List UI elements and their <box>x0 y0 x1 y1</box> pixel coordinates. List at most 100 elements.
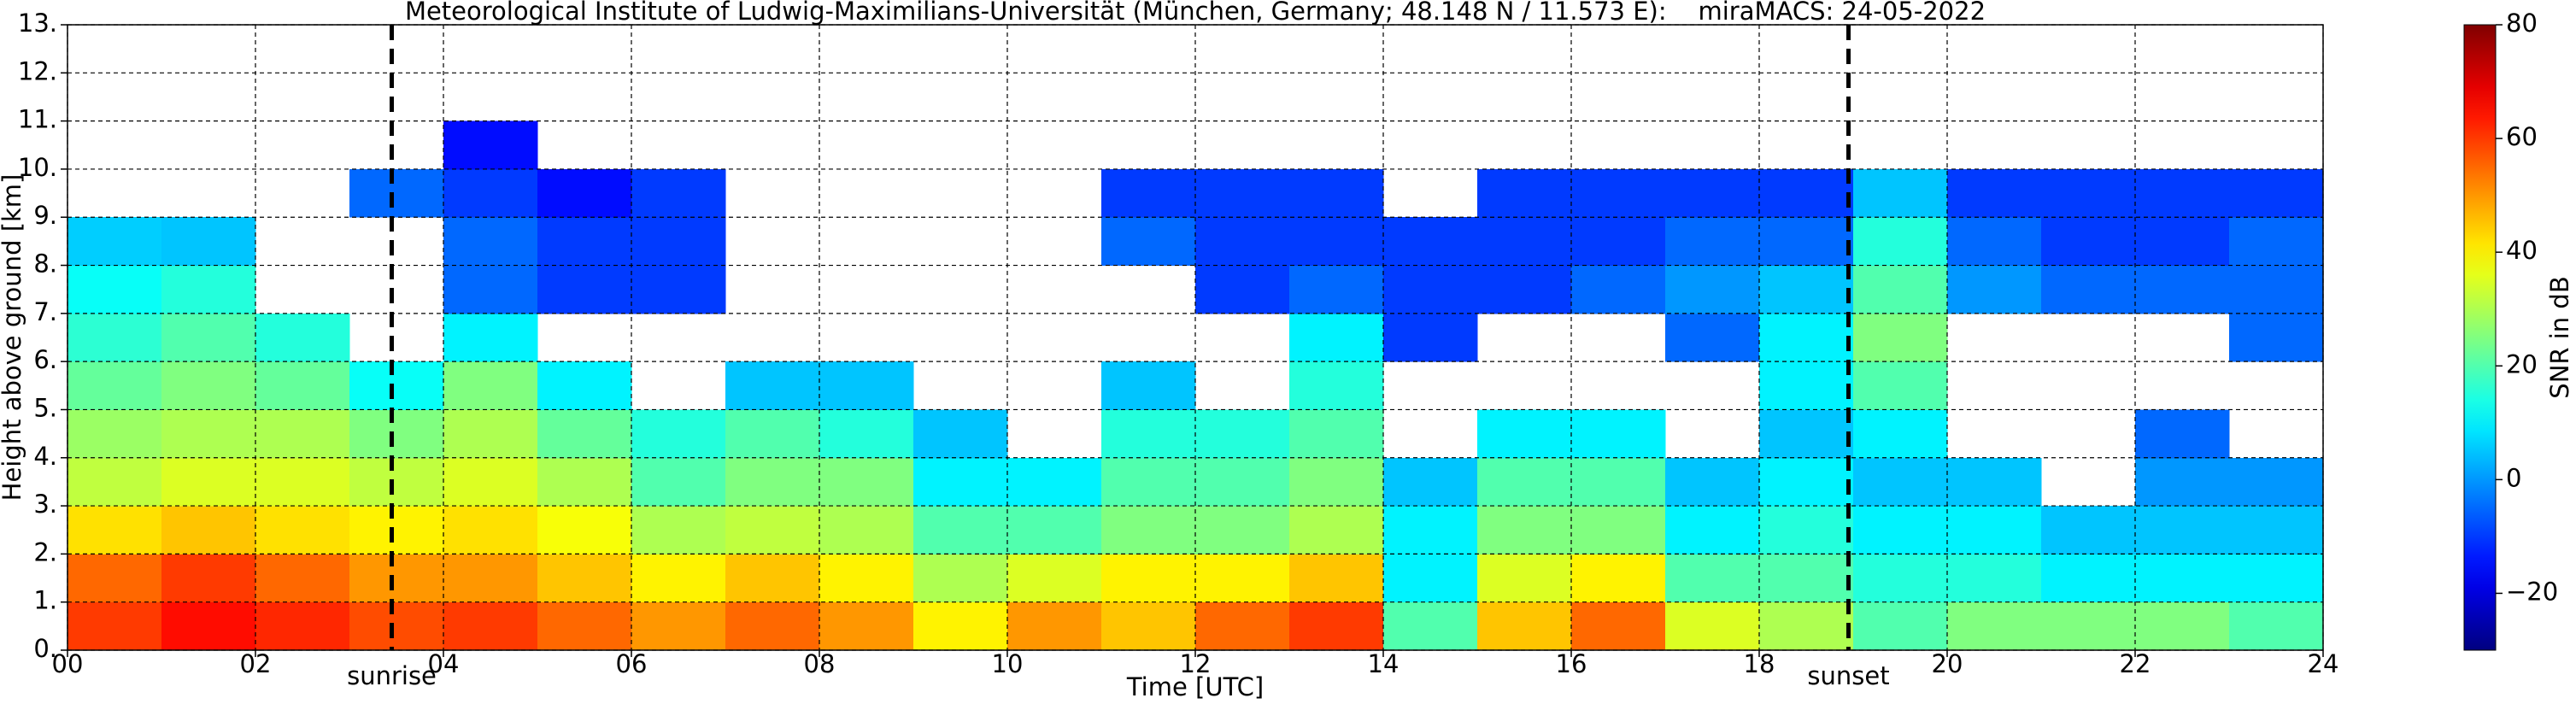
cell <box>1665 217 1760 267</box>
cell <box>2229 168 2324 218</box>
cell <box>255 601 350 651</box>
cell <box>631 554 726 603</box>
cell <box>1759 601 1854 651</box>
cell <box>819 457 914 507</box>
x-axis-label: Time [UTC] <box>1126 672 1264 701</box>
cell <box>537 168 632 218</box>
cell <box>1947 506 2042 554</box>
cell <box>349 168 444 218</box>
cell <box>819 554 914 603</box>
x-tick-label: 22 <box>2120 649 2151 678</box>
cell <box>443 409 538 459</box>
cell <box>913 601 1008 651</box>
cell <box>67 506 162 554</box>
cell <box>349 554 444 603</box>
cell <box>819 409 914 459</box>
cell <box>1853 168 1948 218</box>
cell <box>1759 217 1854 267</box>
cell <box>631 265 726 314</box>
cell <box>1195 601 1290 651</box>
cell <box>1289 265 1384 314</box>
cell <box>2135 217 2230 267</box>
cell <box>2041 217 2136 267</box>
cell <box>1665 554 1760 603</box>
cell <box>1947 457 2042 507</box>
cell <box>1383 601 1478 651</box>
cell <box>1947 601 2042 651</box>
cell <box>631 409 726 459</box>
cell <box>1101 168 1196 218</box>
cell <box>161 506 256 554</box>
cell <box>1571 554 1666 603</box>
cell <box>913 506 1008 554</box>
x-tick-label: 00 <box>52 649 84 678</box>
y-tick-label: 0. <box>33 634 57 663</box>
cell <box>1007 457 1102 507</box>
cell <box>1759 409 1854 459</box>
cell <box>161 409 256 459</box>
cell <box>1289 554 1384 603</box>
cell <box>67 554 162 603</box>
cell <box>2135 601 2230 651</box>
colorbar-tick-label: 80 <box>2506 9 2538 38</box>
colorbar-tick-label: 0 <box>2506 463 2521 492</box>
x-tick-label: 24 <box>2308 649 2339 678</box>
cell <box>1665 457 1760 507</box>
cell <box>161 313 256 362</box>
x-tick-label: 08 <box>804 649 836 678</box>
cell <box>1477 409 1572 459</box>
cell <box>1759 361 1854 410</box>
cell <box>1383 506 1478 554</box>
cell <box>1101 409 1196 459</box>
cell <box>2229 601 2324 651</box>
cell <box>1853 554 1948 603</box>
cell <box>2229 554 2324 603</box>
cell <box>2041 168 2136 218</box>
cell <box>1571 217 1666 267</box>
cell <box>725 361 820 410</box>
colorbar-tick-label: 60 <box>2506 122 2538 151</box>
cell <box>1759 265 1854 314</box>
cell <box>349 506 444 554</box>
cell <box>819 601 914 651</box>
cell <box>725 409 820 459</box>
cell <box>1759 506 1854 554</box>
cell <box>443 313 538 362</box>
y-tick-label: 7. <box>33 297 57 326</box>
cell <box>443 168 538 218</box>
cell <box>1289 409 1384 459</box>
cell <box>2229 506 2324 554</box>
cell <box>1383 554 1478 603</box>
cell <box>1195 265 1290 314</box>
colorbar-label: SNR in dB <box>2545 276 2574 398</box>
x-tick-label: 02 <box>240 649 272 678</box>
x-tick-label: 14 <box>1368 649 1399 678</box>
cell <box>1665 506 1760 554</box>
cell <box>2229 217 2324 267</box>
cell <box>1383 313 1478 362</box>
cell <box>537 217 632 267</box>
cell <box>1665 601 1760 651</box>
cell <box>1289 217 1384 267</box>
y-tick-label: 8. <box>33 249 57 279</box>
cell <box>2229 313 2324 362</box>
cell <box>255 409 350 459</box>
y-tick-label: 2. <box>33 537 57 566</box>
cell <box>255 313 350 362</box>
y-tick-label: 4. <box>33 442 57 471</box>
cell <box>1101 217 1196 267</box>
cell <box>1195 506 1290 554</box>
cell <box>1101 554 1196 603</box>
cell <box>1195 554 1290 603</box>
y-tick-label: 12. <box>18 56 57 85</box>
colorbar-tick-label: −20 <box>2506 577 2558 606</box>
cell <box>1007 554 1102 603</box>
cell <box>2041 506 2136 554</box>
cell <box>631 168 726 218</box>
cell <box>1477 601 1572 651</box>
cell <box>1383 457 1478 507</box>
cell <box>443 361 538 410</box>
cell <box>443 457 538 507</box>
cell <box>443 554 538 603</box>
cell <box>1571 506 1666 554</box>
